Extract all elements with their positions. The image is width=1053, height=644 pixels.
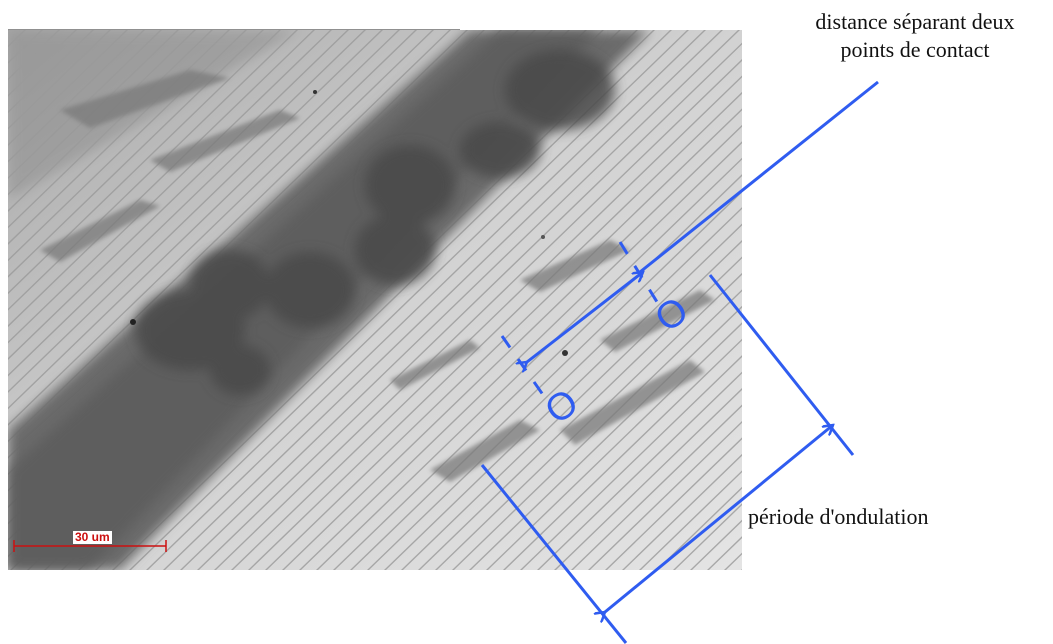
contact-distance-label-line2: points de contact	[840, 37, 990, 62]
undulation-period-label: période d'ondulation	[748, 504, 929, 529]
contact-marker-lower: O	[538, 381, 586, 432]
contact-distance-label: distance séparant deux points de contact	[770, 8, 1053, 64]
contact-point-tick-lower	[500, 335, 550, 403]
contact-leader-line	[639, 80, 879, 274]
contact-distance-arrow	[527, 272, 643, 362]
period-boundary-line-left	[480, 464, 628, 644]
contact-point-tick-upper	[618, 241, 664, 311]
contact-distance-label-line1: distance séparant deux	[815, 9, 1015, 34]
period-arrow	[605, 425, 833, 612]
scale-bar-label: 30 um	[73, 530, 112, 544]
